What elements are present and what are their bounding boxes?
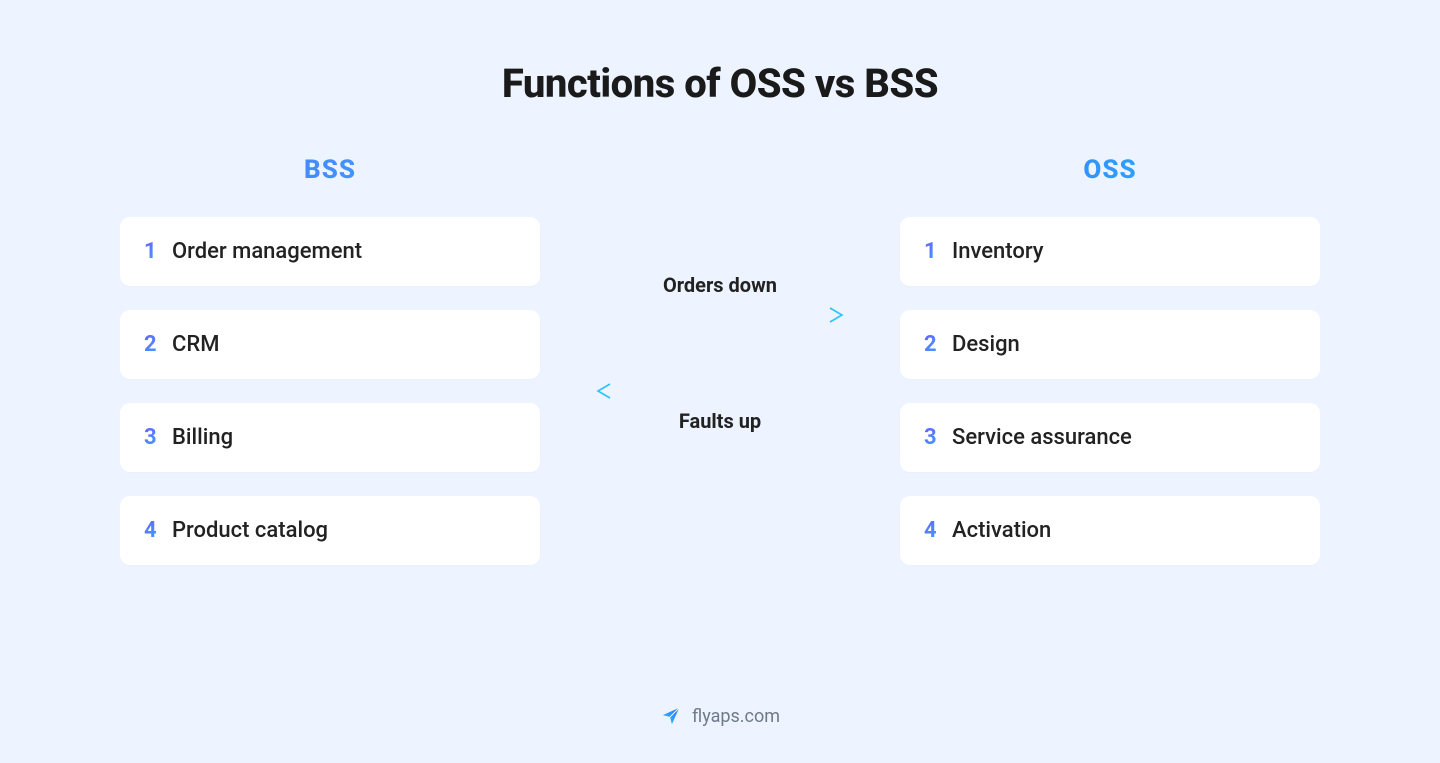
oss-card-3-label: Service assurance bbox=[952, 425, 1132, 450]
oss-card-3: 3 Service assurance bbox=[900, 403, 1320, 472]
arrow-left-icon bbox=[590, 381, 850, 401]
oss-card-4: 4 Activation bbox=[900, 496, 1320, 565]
bss-card-3-number: 3 bbox=[144, 425, 172, 450]
bss-card-4-number: 4 bbox=[144, 518, 172, 543]
oss-card-2-number: 2 bbox=[924, 332, 952, 357]
oss-card-4-label: Activation bbox=[952, 518, 1051, 543]
bss-card-1: 1 Order management bbox=[120, 217, 540, 286]
center-arrows: Orders down Faults up bbox=[580, 265, 860, 441]
bss-card-2-label: CRM bbox=[172, 332, 219, 357]
paper-plane-icon bbox=[660, 705, 682, 727]
bss-card-3-label: Billing bbox=[172, 425, 233, 450]
arrow-right-icon bbox=[590, 305, 850, 325]
oss-card-3-number: 3 bbox=[924, 425, 952, 450]
bss-column: BSS 1 Order management 2 CRM 3 Billing 4… bbox=[120, 155, 540, 589]
bss-card-4: 4 Product catalog bbox=[120, 496, 540, 565]
faults-up-label: Faults up bbox=[679, 409, 761, 433]
bss-header: BSS bbox=[120, 155, 540, 185]
oss-card-2-label: Design bbox=[952, 332, 1020, 357]
oss-card-1-number: 1 bbox=[924, 239, 952, 264]
oss-card-1: 1 Inventory bbox=[900, 217, 1320, 286]
bss-card-2-number: 2 bbox=[144, 332, 172, 357]
bss-card-2: 2 CRM bbox=[120, 310, 540, 379]
oss-card-1-label: Inventory bbox=[952, 239, 1044, 264]
bss-card-1-label: Order management bbox=[172, 239, 362, 264]
oss-card-4-number: 4 bbox=[924, 518, 952, 543]
orders-down-label: Orders down bbox=[663, 273, 777, 297]
oss-card-2: 2 Design bbox=[900, 310, 1320, 379]
oss-column: OSS 1 Inventory 2 Design 3 Service assur… bbox=[900, 155, 1320, 589]
footer: flyaps.com bbox=[660, 705, 780, 727]
bss-card-4-label: Product catalog bbox=[172, 518, 328, 543]
footer-text: flyaps.com bbox=[692, 706, 780, 727]
bss-card-1-number: 1 bbox=[144, 239, 172, 264]
oss-header: OSS bbox=[900, 155, 1320, 185]
diagram-columns: BSS 1 Order management 2 CRM 3 Billing 4… bbox=[120, 155, 1320, 589]
page-title: Functions of OSS vs BSS bbox=[0, 0, 1440, 107]
bss-card-3: 3 Billing bbox=[120, 403, 540, 472]
